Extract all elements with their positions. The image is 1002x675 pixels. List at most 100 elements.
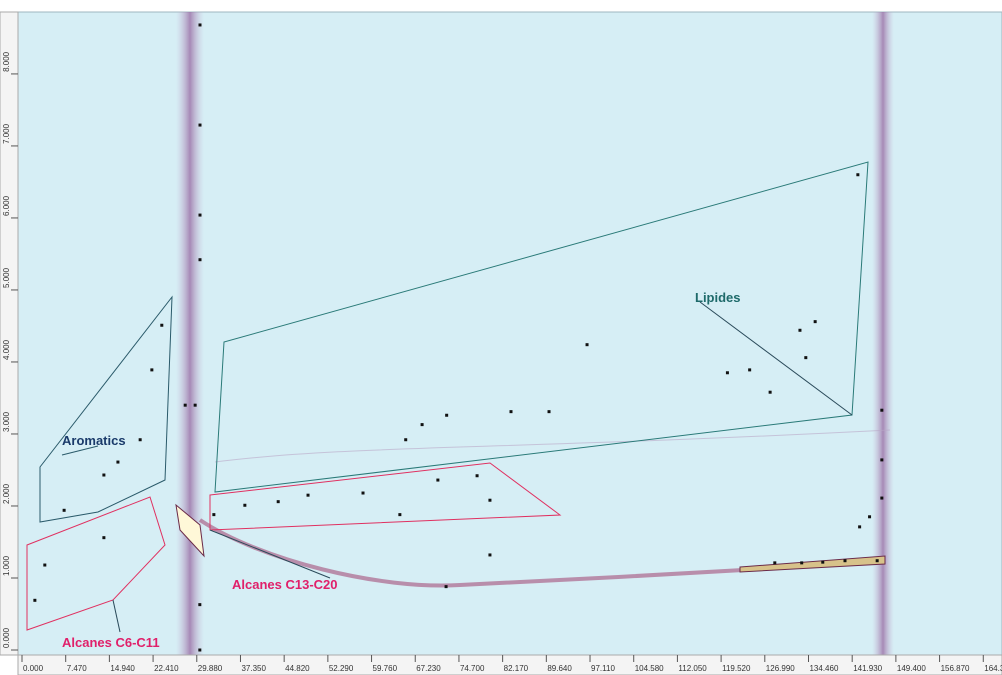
leader-line <box>112 599 121 633</box>
x-tick-label: 59.760 <box>373 664 398 673</box>
x-ruler <box>17 654 1002 675</box>
leader-line <box>699 301 853 416</box>
x-tick-label: 29.880 <box>198 664 223 673</box>
annotation: Alcanes C13-C20 <box>232 577 338 592</box>
x-tick-label: 22.410 <box>154 664 179 673</box>
alcanes-c6-c11-region <box>26 496 166 631</box>
x-tick-label: 82.170 <box>504 664 529 673</box>
peak <box>821 560 825 564</box>
x-tick-label: 52.290 <box>329 664 354 673</box>
peak <box>212 513 216 517</box>
peak <box>43 563 47 567</box>
y-tick-label: 4.000 <box>2 339 11 360</box>
x-tick-label: 149.400 <box>897 664 926 673</box>
peak <box>488 553 492 557</box>
peak <box>404 438 408 442</box>
peak <box>150 368 154 372</box>
x-tick-label: 0.000 <box>23 664 44 673</box>
peak <box>800 561 804 565</box>
y-tick-label: 7.000 <box>2 123 11 144</box>
x-tick-label: 44.820 <box>285 664 310 673</box>
x-tick-label: 14.940 <box>110 664 135 673</box>
annotation: Aromatics <box>62 433 126 448</box>
x-tick-label: 156.870 <box>941 664 970 673</box>
peak <box>198 603 202 607</box>
peak <box>102 536 106 540</box>
y-tick-label: 2.000 <box>2 483 11 504</box>
peak <box>33 598 37 602</box>
x-tick-label: 119.520 <box>722 664 751 673</box>
peak <box>880 408 884 412</box>
peak <box>198 648 202 652</box>
annotation: Alcanes C6-C11 <box>62 635 160 650</box>
x-tick-label: 134.460 <box>809 664 838 673</box>
leader-line <box>209 529 331 579</box>
peak <box>436 478 440 482</box>
peak <box>875 559 879 563</box>
peak <box>856 173 860 177</box>
peak <box>585 343 589 347</box>
peak <box>398 513 402 517</box>
x-tick-label: 97.110 <box>591 664 615 673</box>
y-ruler <box>0 11 19 656</box>
peak <box>420 423 424 427</box>
solvent-peak <box>175 503 205 558</box>
annotation: Lipides <box>695 290 741 305</box>
peak <box>444 585 448 589</box>
x-tick-label: 112.050 <box>678 664 707 673</box>
y-tick-label: 1.000 <box>2 555 11 576</box>
peak <box>183 403 187 407</box>
peak <box>138 438 142 442</box>
peak <box>198 23 202 27</box>
peak <box>488 498 492 502</box>
peak <box>858 525 862 529</box>
peak <box>276 500 280 504</box>
lipides-region <box>214 161 869 493</box>
y-tick-label: 8.000 <box>2 51 11 72</box>
overload-peak <box>739 555 886 573</box>
solvent-band <box>176 12 204 655</box>
peak <box>198 123 202 127</box>
peak <box>748 368 752 372</box>
peak <box>445 413 449 417</box>
peak <box>62 508 66 512</box>
leader-line <box>61 445 99 456</box>
peak <box>804 356 808 360</box>
peak <box>880 458 884 462</box>
x-tick-label: 67.230 <box>416 664 441 673</box>
x-tick-label: 74.700 <box>460 664 485 673</box>
peak <box>773 561 777 565</box>
y-tick-label: 5.000 <box>2 267 11 288</box>
x-tick-label: 89.640 <box>547 664 572 673</box>
y-tick-label: 6.000 <box>2 195 11 216</box>
peak <box>198 213 202 217</box>
x-tick-label: 126.990 <box>766 664 795 673</box>
peak <box>509 410 513 414</box>
peak <box>475 474 479 478</box>
aromatics-region <box>39 295 173 523</box>
x-tick-label: 164.340 <box>984 664 1002 673</box>
peak <box>843 559 847 563</box>
trace <box>214 429 891 463</box>
peak <box>547 410 551 414</box>
peak <box>102 473 106 477</box>
peak <box>193 403 197 407</box>
x-tick-label: 104.580 <box>635 664 664 673</box>
peak <box>198 258 202 262</box>
peak <box>243 503 247 507</box>
column-bleed-band <box>872 12 894 655</box>
y-tick-label: 3.000 <box>2 411 11 432</box>
peak <box>813 320 817 324</box>
peak <box>880 496 884 500</box>
peak <box>868 515 872 519</box>
peak <box>725 371 729 375</box>
x-tick-label: 141.930 <box>853 664 882 673</box>
peak <box>116 460 120 464</box>
peak <box>306 493 310 497</box>
x-tick-label: 7.470 <box>67 664 88 673</box>
peak <box>160 323 164 327</box>
peak <box>361 491 365 495</box>
peak <box>798 328 802 332</box>
